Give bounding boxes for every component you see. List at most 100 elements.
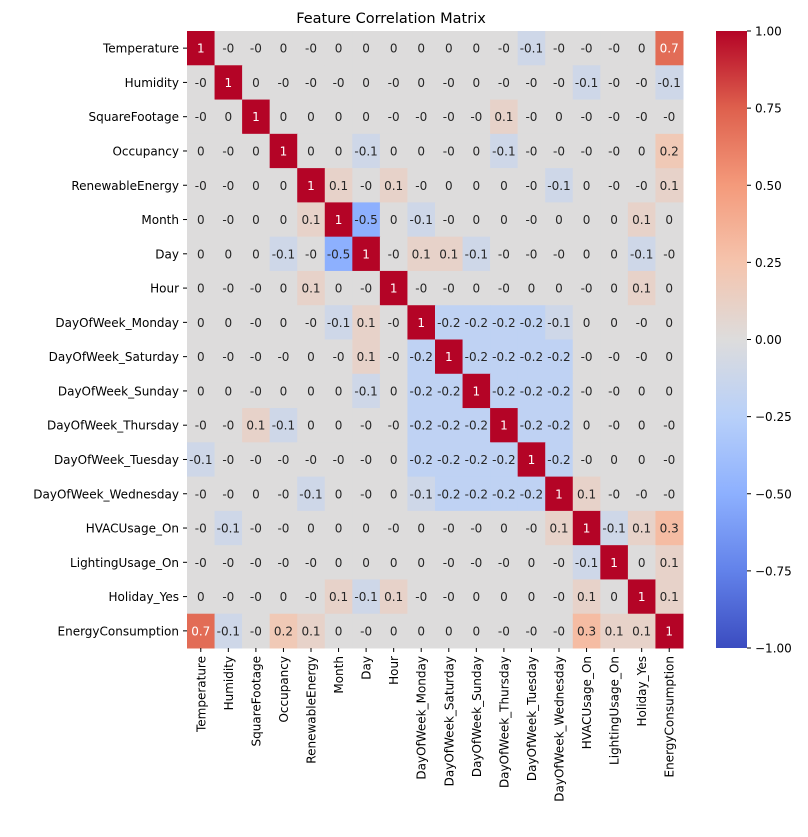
colorbar-tick-label: −0.25 xyxy=(755,410,792,424)
cell-annotation: 0 xyxy=(473,179,481,193)
cell-annotation: -0 xyxy=(222,42,234,56)
y-tick-label: Hour xyxy=(150,282,179,296)
cell-annotation: 0 xyxy=(665,282,673,296)
colorbar-tick-label: −0.50 xyxy=(755,487,792,501)
cell-annotation: -0 xyxy=(443,556,455,570)
heatmap-cell xyxy=(545,168,574,203)
heatmap-cell xyxy=(490,339,519,375)
cell-annotation: 0.1 xyxy=(660,179,679,193)
heatmap-cell xyxy=(214,65,243,101)
heatmap-cell xyxy=(572,305,601,340)
cell-annotation: 0 xyxy=(307,144,315,158)
colorbar-tick-label: 0.00 xyxy=(755,333,782,347)
cell-annotation: 0 xyxy=(445,179,453,193)
cell-annotation: -0.2 xyxy=(520,419,543,433)
heatmap-cell xyxy=(352,510,381,546)
y-tick-label: DayOfWeek_Monday xyxy=(55,316,179,330)
heatmap-cell xyxy=(407,545,436,580)
cell-annotation: -0.2 xyxy=(547,419,570,433)
colorbar-tick-label: −1.00 xyxy=(755,642,792,656)
cell-annotation: 0.1 xyxy=(412,247,431,261)
cell-annotation: 1 xyxy=(362,247,370,261)
cell-annotation: 0 xyxy=(197,350,205,364)
heatmap-cell xyxy=(269,545,298,580)
cell-annotation: -0 xyxy=(222,556,234,570)
heatmap-cell xyxy=(627,99,656,135)
cell-annotation: 0.3 xyxy=(577,624,596,638)
cell-annotation: -0.2 xyxy=(410,419,433,433)
cell-annotation: -0 xyxy=(415,179,427,193)
cell-annotation: 0 xyxy=(225,384,233,398)
cell-annotation: 0.1 xyxy=(605,624,624,638)
x-tick-label: Holiday_Yes xyxy=(635,656,649,726)
y-axis-ticks: Temperature Humidity SquareFootage Occupanc… xyxy=(33,42,187,638)
heatmap-cell xyxy=(627,202,656,238)
cell-annotation: 0.1 xyxy=(301,213,320,227)
cell-annotation: -0.2 xyxy=(437,384,460,398)
cell-annotation: 0 xyxy=(638,144,646,158)
cell-annotation: -0 xyxy=(250,522,262,536)
y-tick-label: Temperature xyxy=(102,42,179,56)
heatmap-cell xyxy=(627,510,656,546)
heatmap-cell xyxy=(600,442,629,478)
cell-annotation: -0 xyxy=(498,76,510,90)
cell-annotation: 0 xyxy=(335,522,343,536)
heatmap-cell xyxy=(655,373,684,409)
cell-annotation: 0 xyxy=(665,213,673,227)
cell-annotation: -0 xyxy=(305,76,317,90)
heatmap-cell xyxy=(324,65,353,101)
cell-annotation: 0 xyxy=(335,419,343,433)
y-tick-label: DayOfWeek_Thursday xyxy=(47,419,179,433)
colorbar xyxy=(716,31,747,648)
cell-annotation: -0 xyxy=(636,350,648,364)
heatmap-cell xyxy=(435,408,464,443)
heatmap-cell xyxy=(462,168,491,203)
cell-annotation: -0.2 xyxy=(547,453,570,467)
heatmap-cell xyxy=(490,545,519,580)
heatmap-cell xyxy=(324,373,353,409)
heatmap-cell xyxy=(269,339,298,375)
cell-annotation: -0 xyxy=(443,213,455,227)
heatmap-cell xyxy=(517,339,546,375)
cell-annotation: -0.1 xyxy=(217,522,240,536)
heatmap-cell xyxy=(324,613,353,649)
cell-annotation: -0 xyxy=(388,110,400,124)
cell-annotation: -0 xyxy=(553,144,565,158)
cell-annotation: 0 xyxy=(417,624,425,638)
cell-annotation: 0 xyxy=(665,316,673,330)
heatmap-cell xyxy=(655,31,684,66)
cell-annotation: -0 xyxy=(553,42,565,56)
heatmap-cell xyxy=(517,236,546,272)
heatmap-cell xyxy=(517,305,546,340)
cell-annotation: -0 xyxy=(250,556,262,570)
heatmap-cell xyxy=(462,339,491,375)
cell-annotation: -0.1 xyxy=(272,419,295,433)
cell-annotation: -0 xyxy=(250,282,262,296)
cell-annotation: 0 xyxy=(390,144,398,158)
heatmap-cell xyxy=(435,31,464,66)
cell-annotation: -0 xyxy=(388,247,400,261)
cell-annotation: 0 xyxy=(362,76,370,90)
x-tick-label: Temperature xyxy=(194,656,208,733)
cell-annotation: 0 xyxy=(528,282,536,296)
heatmap-cell xyxy=(435,510,464,546)
heatmap-cell xyxy=(572,442,601,478)
cell-annotation: 0 xyxy=(307,419,315,433)
cell-annotation: -0.1 xyxy=(602,522,625,536)
heatmap-cell xyxy=(655,579,684,615)
cell-annotation: 0 xyxy=(197,144,205,158)
heatmap-cell xyxy=(490,408,519,443)
heatmap-cell xyxy=(187,202,216,238)
cell-annotation: -0.2 xyxy=(520,350,543,364)
x-tick-label: DayOfWeek_Monday xyxy=(415,656,429,780)
cell-annotation: -0 xyxy=(277,522,289,536)
heatmap-cell xyxy=(572,613,601,649)
cell-annotation: 0 xyxy=(417,556,425,570)
heatmap-cell xyxy=(545,65,574,101)
heatmap-cell xyxy=(214,236,243,272)
cell-annotation: 1 xyxy=(500,419,508,433)
cell-annotation: 1 xyxy=(445,350,453,364)
cell-annotation: 0 xyxy=(610,316,618,330)
cell-annotation: -0 xyxy=(360,282,372,296)
heatmap-cell xyxy=(435,545,464,580)
